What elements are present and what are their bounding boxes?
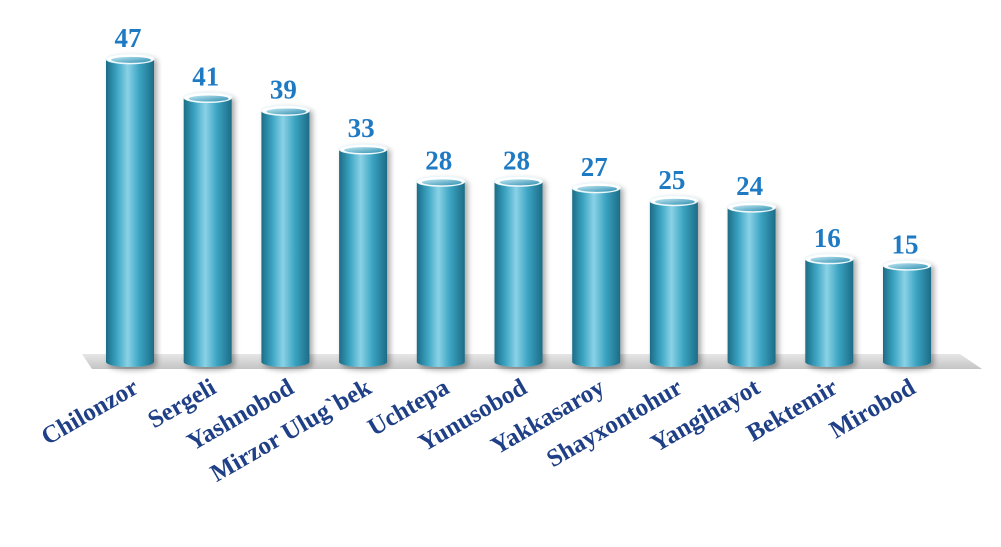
value-label: 28 <box>425 145 452 175</box>
bar-body <box>805 258 854 367</box>
bar-top-cap <box>732 205 773 212</box>
bar-body <box>883 265 931 367</box>
bar-bektemir <box>804 253 854 367</box>
value-label: 41 <box>192 62 219 92</box>
value-label: 28 <box>503 145 530 175</box>
category-label: Chilonzor <box>37 374 143 451</box>
bar-uchtepa <box>416 175 466 367</box>
bar-body <box>183 97 232 368</box>
bar-body <box>494 181 543 367</box>
bar-body <box>261 110 310 367</box>
bars-group <box>105 53 932 368</box>
bar-top-cap <box>577 185 618 192</box>
bar-body <box>572 187 621 367</box>
bar-top-cap <box>499 179 540 186</box>
bar-top-cap <box>810 256 851 263</box>
value-label: 25 <box>658 165 685 195</box>
bar-top-cap <box>266 108 307 115</box>
bar-body <box>416 181 465 367</box>
bar-body <box>727 207 776 367</box>
value-label: 33 <box>348 113 375 143</box>
bar-mirobod <box>882 259 932 367</box>
bar-yangihayot <box>727 201 777 367</box>
bar-shayxontohur <box>649 195 699 367</box>
category-label: Mirobod <box>825 374 920 444</box>
value-label: 15 <box>892 229 919 259</box>
bar-body <box>649 200 698 367</box>
value-label: 47 <box>115 23 142 53</box>
bar-top-cap <box>188 95 229 102</box>
bar-mirzor-ulug-bek <box>338 143 388 367</box>
bar-top-cap <box>344 147 385 154</box>
value-label: 39 <box>270 74 297 104</box>
bar-top-cap <box>421 179 462 186</box>
bar-chilonzor <box>105 53 155 367</box>
bar-top-cap <box>111 56 151 63</box>
bar-body <box>339 149 388 367</box>
bar-top-cap <box>654 198 695 205</box>
bar-body <box>106 58 154 367</box>
value-label: 16 <box>814 223 841 253</box>
bar-yunusobod <box>494 175 543 367</box>
bar-sergeli <box>183 92 233 368</box>
bar-yakkasaroy <box>571 182 621 367</box>
value-label: 27 <box>581 152 608 182</box>
value-label: 24 <box>736 171 763 201</box>
bar-yashnobod <box>260 104 310 367</box>
value-labels-group: 47 41 39 33 28 28 27 25 24 16 15 <box>115 23 919 259</box>
bar-top-cap <box>888 263 928 270</box>
